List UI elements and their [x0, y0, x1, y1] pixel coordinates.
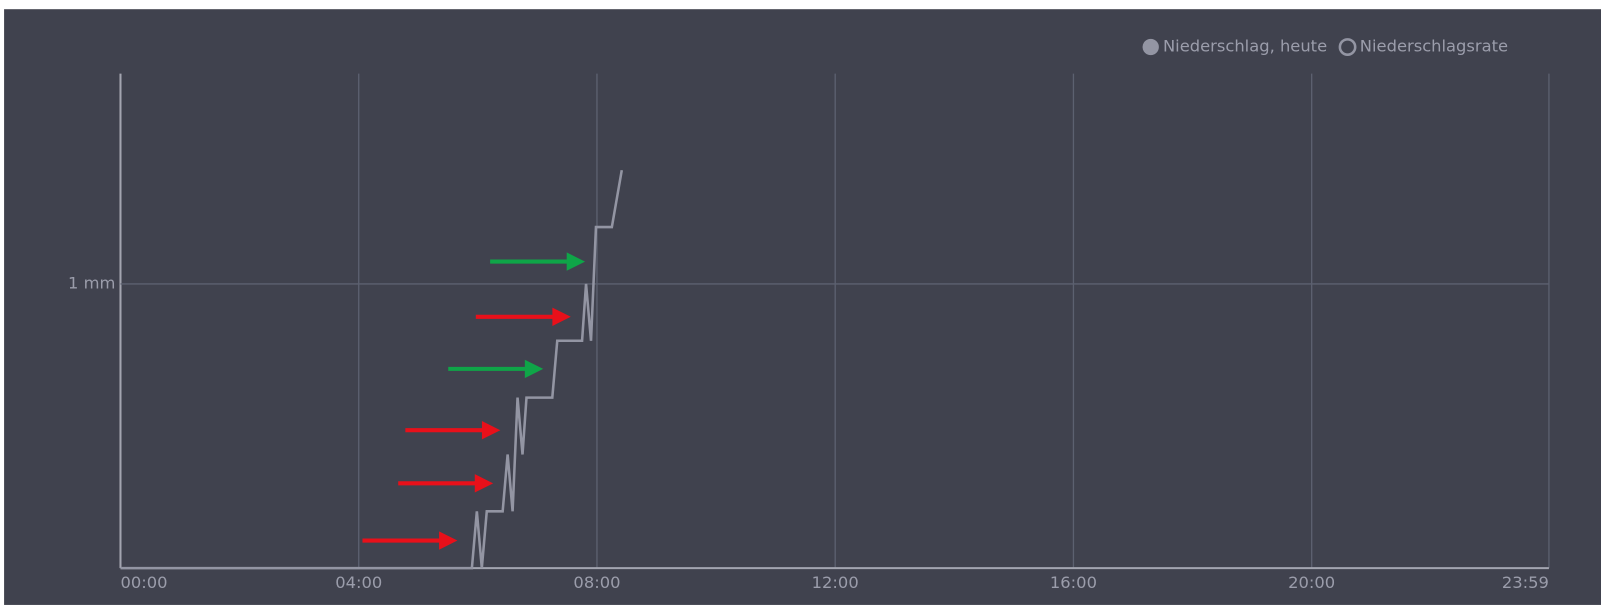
- legend: Niederschlagsrate Niederschlag, heute: [1142, 37, 1508, 56]
- arrow-head: [524, 359, 544, 379]
- legend-marker[interactable]: [1338, 38, 1357, 56]
- arrow-head: [474, 474, 494, 493]
- arrow-head: [481, 421, 501, 440]
- chart-background: [4, 9, 1601, 605]
- y-tick-label: 1 mm: [68, 273, 115, 292]
- legend-label[interactable]: Niederschlag, heute: [1163, 37, 1327, 56]
- annotation-arrows: [362, 252, 586, 550]
- legend-marker[interactable]: [1142, 38, 1159, 56]
- x-tick-label: 04:00: [335, 573, 382, 592]
- arrow-head: [566, 252, 586, 271]
- x-tick-label: 12:00: [812, 573, 859, 592]
- legend-label[interactable]: Niederschlagsrate: [1360, 37, 1508, 56]
- x-tick-label: 20:00: [1288, 573, 1335, 592]
- x-tick-label: 00:00: [120, 573, 167, 592]
- x-tick-label: 08:00: [573, 573, 620, 592]
- data-line: [120, 169, 624, 570]
- x-tick-label: 16:00: [1050, 573, 1097, 592]
- arrow-head: [439, 531, 458, 550]
- plot-area: [120, 169, 624, 570]
- arrow-head: [552, 307, 571, 326]
- x-tick-label: 23:59: [1502, 573, 1549, 592]
